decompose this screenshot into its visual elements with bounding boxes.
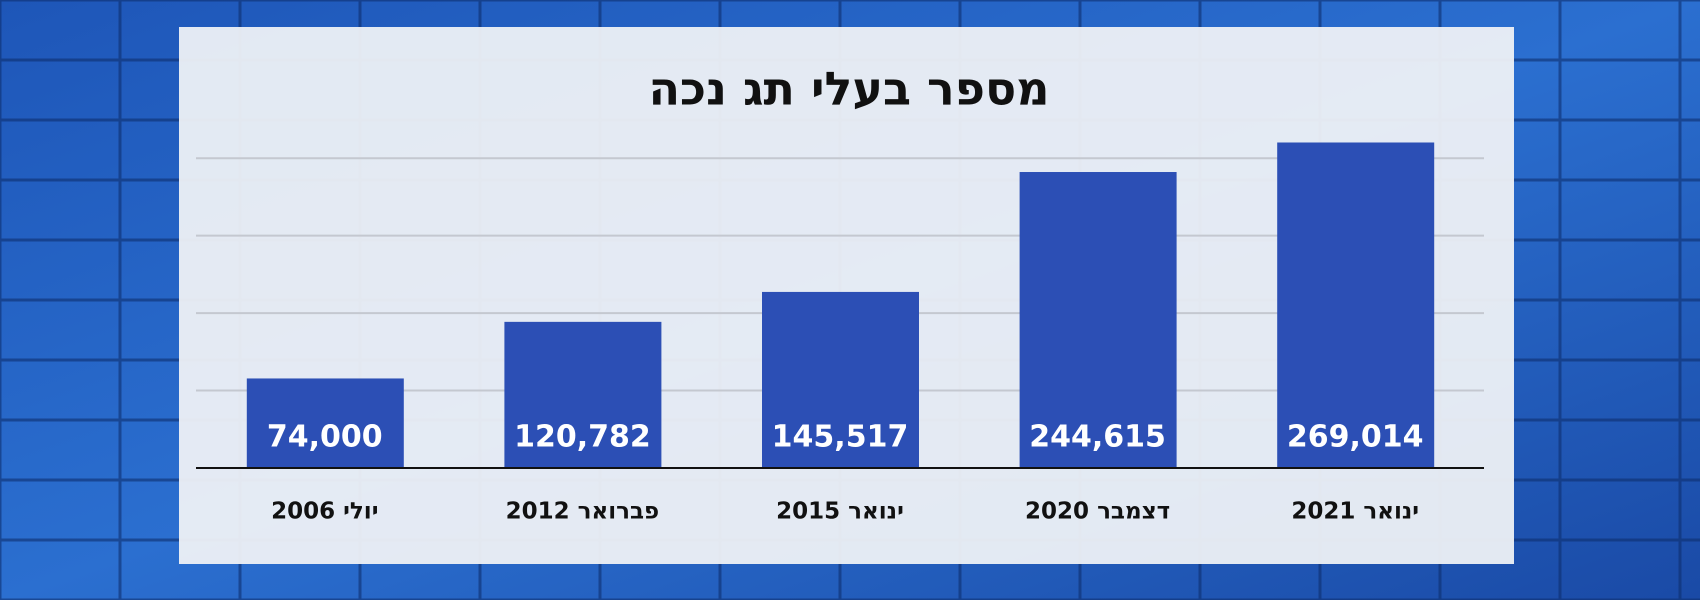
- chart-title: מספר בעלי תג נכה: [648, 62, 1049, 116]
- x-tick-label: יולי 2006: [271, 499, 378, 525]
- x-tick-label: ינואר 2015: [776, 499, 904, 525]
- value-label: 244,615: [1029, 420, 1166, 455]
- bar: [246, 378, 404, 468]
- value-label: 74,000: [267, 420, 383, 455]
- bar: [504, 321, 662, 468]
- value-label: 269,014: [1287, 420, 1424, 455]
- bar: [1019, 172, 1177, 468]
- x-tick-label: ינואר 2021: [1291, 499, 1419, 525]
- bar: [1277, 142, 1435, 469]
- bar: [762, 291, 919, 468]
- x-tick-label: דצמבר 2020: [1025, 499, 1170, 525]
- value-label: 145,517: [772, 420, 909, 455]
- value-label: 120,782: [514, 420, 651, 455]
- x-tick-label: פברואר 2012: [506, 499, 660, 525]
